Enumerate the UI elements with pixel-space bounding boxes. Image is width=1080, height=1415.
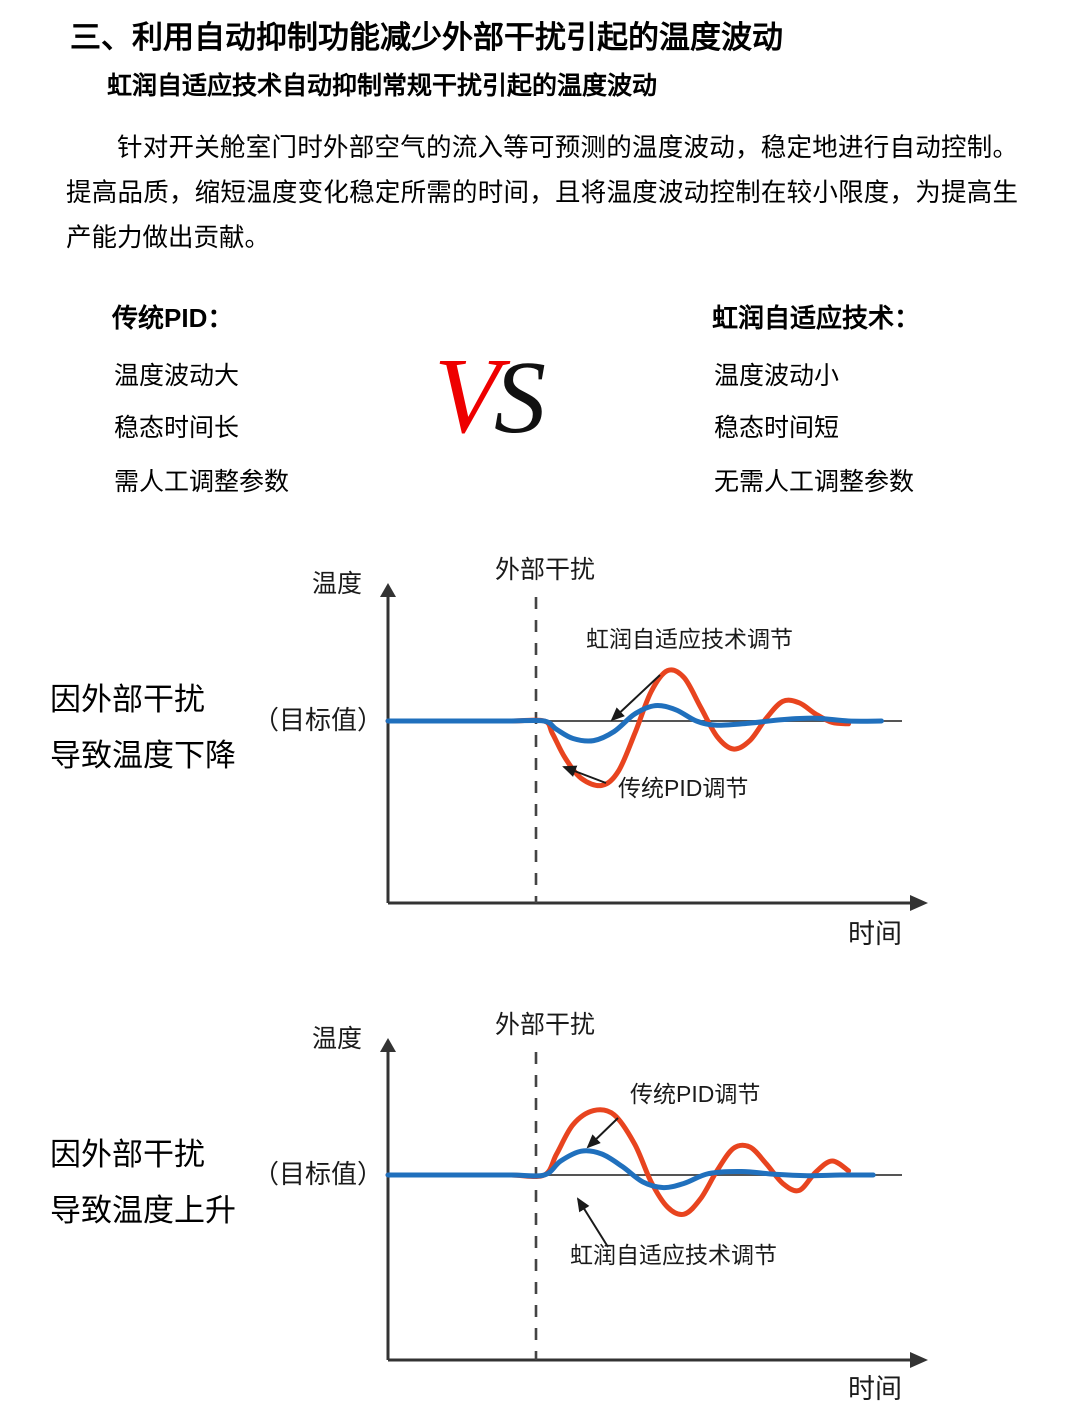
comparison-item-pid-1: 稳态时间长 [114,414,240,442]
comparison-heading-adaptive: 虹润自适应技术： [712,303,921,333]
series-curve-adaptive [385,702,884,744]
vs-letter-s: S [494,340,546,446]
series-curve-adaptive [385,1148,876,1191]
y-axis-label: 温度 [312,570,362,598]
comparison-item-adaptive-1: 稳态时间短 [714,414,840,442]
comparison-item-pid-2: 需人工调整参数 [114,468,290,496]
x-axis-arrowhead [910,895,928,911]
comparison-item-pid-0: 温度波动大 [114,362,240,390]
chart-drop-side-label: 因外部干扰 导致温度下降 [50,672,236,784]
y-axis-arrowhead [380,1038,396,1052]
disturbance-label: 外部干扰 [495,556,595,584]
disturbance-label: 外部干扰 [495,1011,595,1039]
x-axis-arrowhead [910,1352,928,1368]
x-axis-label: 时间 [848,1374,902,1404]
chart-rise-side-label-line-0: 因外部干扰 [50,1137,205,1172]
annotation-arrow-pid [562,765,607,784]
body-paragraph: 针对开关舱室门时外部空气的流入等可预测的温度波动，稳定地进行自动控制。提高品质，… [66,134,1018,252]
x-axis-label: 时间 [848,919,902,949]
chart-rise-side-label-line-1: 导致温度上升 [50,1193,236,1228]
annotation-label-pid: 传统PID调节 [630,1081,760,1107]
y-axis-arrowhead [380,583,396,597]
vs-logo-icon: V S [434,337,546,446]
comparison-item-adaptive-2: 无需人工调整参数 [714,468,915,496]
annotation-label-adaptive: 虹润自适应技术调节 [586,626,793,652]
page-subtitle: 虹润自适应技术自动抑制常规干扰引起的温度波动 [107,72,658,100]
annotation-arrow-pid [586,1117,619,1149]
chart-rise-side-label: 因外部干扰 导致温度上升 [50,1127,236,1239]
annotation-arrow-adaptive [610,674,661,722]
comparison-item-adaptive-0: 温度波动小 [714,362,840,390]
annotation-arrow-adaptive [576,1197,609,1248]
chart-drop-side-label-line-0: 因外部干扰 [50,682,205,717]
annotation-label-adaptive: 虹润自适应技术调节 [570,1242,777,1268]
comparison-heading-pid: 传统PID： [112,303,234,333]
baseline-target-label: （目标值） [253,1159,383,1189]
vs-letter-v: V [434,337,511,446]
page-title: 三、利用自动抑制功能减少外部干扰引起的温度波动 [70,20,783,55]
annotation-label-pid: 传统PID调节 [618,775,748,801]
y-axis-label: 温度 [312,1025,362,1053]
baseline-target-label: （目标值） [253,705,383,735]
chart-drop-side-label-line-1: 导致温度下降 [50,738,236,773]
